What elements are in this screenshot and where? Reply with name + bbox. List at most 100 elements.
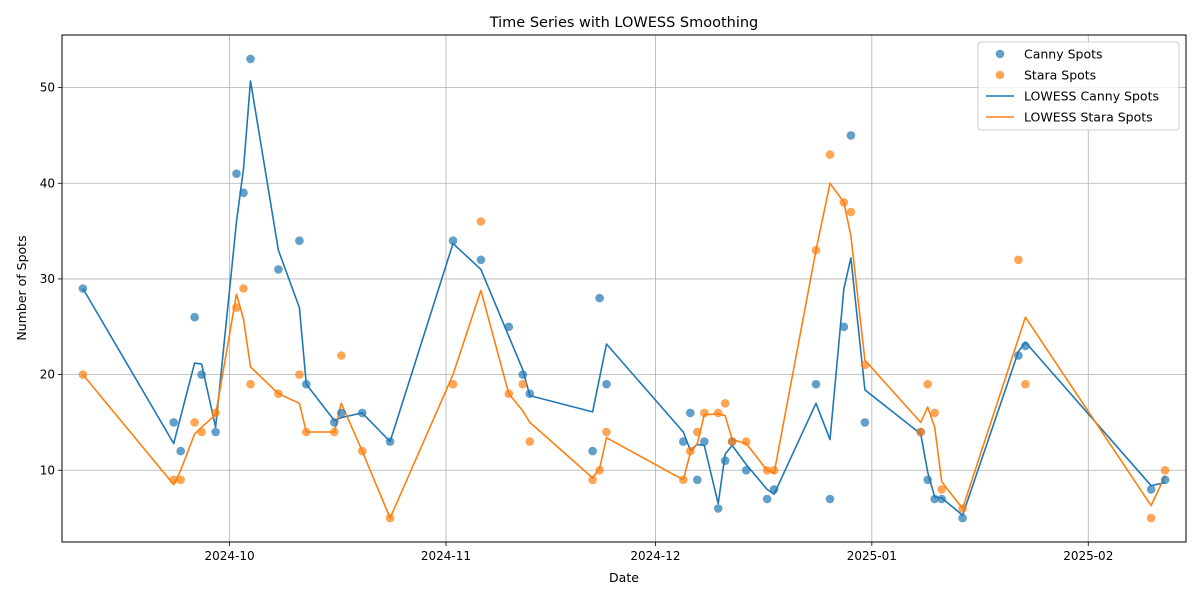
x-tick-label: 2024-12 bbox=[630, 549, 680, 563]
stara-spots-point bbox=[686, 446, 695, 456]
stara-spots-point bbox=[385, 513, 395, 523]
stara-spots-point bbox=[302, 427, 311, 437]
y-tick-label: 40 bbox=[40, 176, 55, 190]
canny-spots-point bbox=[504, 322, 514, 332]
stara-spots-point bbox=[78, 370, 88, 379]
x-tick-label: 2024-11 bbox=[421, 549, 471, 563]
lowess-canny-spots-legend-label: LOWESS Canny Spots bbox=[1024, 89, 1159, 104]
stara-spots-point bbox=[337, 351, 346, 360]
stara-spots-point bbox=[357, 446, 367, 456]
stara-spots-point bbox=[239, 284, 248, 293]
canny-spots-point bbox=[588, 446, 597, 456]
canny-spots-point bbox=[448, 236, 458, 245]
y-tick-label: 30 bbox=[40, 272, 55, 286]
stara-spots-point bbox=[825, 150, 835, 159]
y-tick-label: 20 bbox=[40, 368, 55, 382]
canny-spots-point bbox=[700, 437, 709, 446]
lowess-stara-spots-line bbox=[82, 182, 1166, 519]
canny-spots-point bbox=[211, 427, 220, 437]
stara-spots-point bbox=[762, 466, 772, 475]
x-tick-label: 2025-02 bbox=[1063, 549, 1113, 563]
stara-spots-point bbox=[518, 379, 528, 389]
stara-spots-point bbox=[330, 427, 339, 437]
stara-spots-point bbox=[916, 427, 925, 437]
stara-spots-point bbox=[741, 437, 751, 446]
stara-spots-point bbox=[169, 475, 178, 485]
canny-spots-point bbox=[169, 418, 178, 427]
canny-spots-point bbox=[713, 504, 723, 513]
canny-spots-point bbox=[769, 485, 779, 494]
x-axis-label: Date bbox=[609, 570, 639, 585]
stara-spots-point bbox=[811, 245, 821, 255]
stara-spots-point bbox=[727, 437, 737, 446]
stara-spots-point bbox=[448, 379, 458, 389]
canny-spots-point bbox=[1146, 485, 1156, 494]
canny-spots-point bbox=[78, 284, 88, 293]
canny-spots-point bbox=[602, 379, 611, 389]
canny-spots-point bbox=[274, 265, 283, 274]
y-tick-label: 50 bbox=[40, 81, 55, 95]
canny-spots-point bbox=[930, 494, 939, 504]
canny-spots-point bbox=[846, 131, 856, 140]
axis-ticks: 2024-10 2024-11 2024-12 2025-01 2025-02 10 20 3… bbox=[40, 81, 1114, 563]
canny-spots-point bbox=[518, 370, 528, 379]
canny-spots-point bbox=[720, 456, 730, 466]
canny-spots-legend-label: Canny Spots bbox=[1024, 47, 1103, 62]
stara-spots-point bbox=[958, 504, 967, 513]
canny-spots-point bbox=[246, 54, 255, 64]
canny-spots-point bbox=[525, 389, 535, 399]
stara-spots-point bbox=[860, 360, 870, 370]
stara-spots-point bbox=[176, 475, 185, 485]
stara-spots-legend-label: Stara Spots bbox=[1024, 68, 1096, 83]
canny-spots-point bbox=[679, 437, 688, 446]
plot-frame bbox=[61, 34, 1187, 543]
stara-spots-point bbox=[923, 379, 932, 389]
stara-spots-point bbox=[211, 408, 220, 418]
canny-spots-point bbox=[295, 236, 304, 245]
canny-spots-point bbox=[1160, 475, 1170, 485]
canny-spots-point bbox=[337, 408, 346, 418]
y-tick-label: 10 bbox=[40, 463, 55, 477]
canny-spots-point bbox=[357, 408, 367, 418]
canny-spots-point bbox=[839, 322, 849, 332]
canny-spots-point bbox=[762, 494, 772, 504]
stara-spots-point bbox=[504, 389, 514, 399]
stara-spots-point bbox=[769, 466, 779, 475]
stara-spots-point bbox=[197, 427, 206, 437]
stara-spots-point bbox=[588, 475, 597, 485]
x-tick-label: 2025-01 bbox=[847, 549, 897, 563]
stara-spots-point bbox=[476, 217, 486, 226]
stara-spots-point bbox=[274, 389, 283, 399]
stara-spots-point bbox=[839, 198, 849, 207]
canny-spots-point bbox=[860, 418, 870, 427]
stara-spots-point bbox=[232, 303, 241, 312]
stara-spots-point bbox=[295, 370, 304, 379]
canny-spots-legend-swatch bbox=[995, 49, 1005, 59]
canny-spots-point bbox=[693, 475, 702, 485]
canny-spots-point bbox=[595, 293, 604, 303]
canny-spots-point bbox=[825, 494, 835, 504]
canny-spots-point bbox=[937, 494, 946, 504]
chart-title: Time Series with LOWESS Smoothing bbox=[489, 15, 759, 31]
canny-spots-point bbox=[741, 466, 751, 475]
stara-spots-point bbox=[1160, 466, 1170, 475]
scatter-points bbox=[78, 54, 1170, 523]
stara-spots-point bbox=[713, 408, 723, 418]
stara-spots-point bbox=[937, 485, 946, 494]
canny-spots-point bbox=[1021, 341, 1030, 351]
stara-spots-point bbox=[700, 408, 709, 418]
stara-spots-point bbox=[930, 408, 939, 418]
canny-spots-point bbox=[686, 408, 695, 418]
stara-spots-point bbox=[602, 427, 611, 437]
canny-spots-point bbox=[197, 370, 206, 379]
canny-spots-point bbox=[476, 255, 486, 265]
stara-spots-point bbox=[693, 427, 702, 437]
canny-spots-point bbox=[330, 418, 339, 427]
stara-spots-point bbox=[1021, 379, 1030, 389]
canny-spots-point bbox=[176, 446, 185, 456]
y-axis-label: Number of Spots bbox=[14, 235, 29, 340]
canny-spots-point bbox=[302, 379, 311, 389]
stara-spots-point bbox=[525, 437, 535, 446]
stara-spots-point bbox=[246, 379, 255, 389]
